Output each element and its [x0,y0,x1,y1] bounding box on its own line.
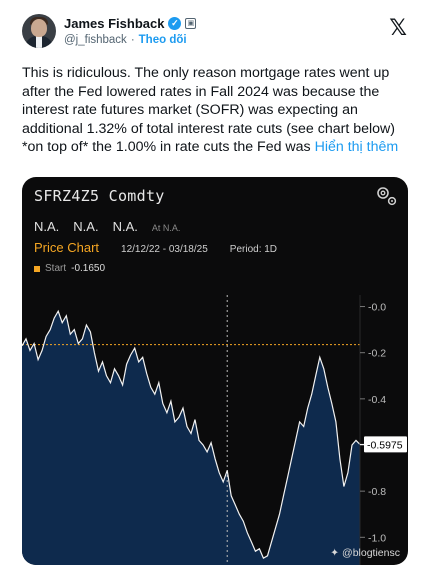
author-handle[interactable]: @j_fishback [64,34,127,46]
y-tick-label: -0.2 [368,348,386,360]
y-tick-label: -0.0 [368,302,386,314]
tweet-media-image[interactable]: SFRZ4Z5 Comdty N.A. N.A. N.A. At N.A. Pr… [22,177,408,565]
quote-values-row: N.A. N.A. N.A. At N.A. [34,219,180,234]
start-value: -0.1650 [71,263,106,274]
y-tick-label: -0.4 [368,394,386,406]
watermark: ✦ @blogtiensc [330,547,400,559]
separator-dot: · [130,34,135,46]
tweet-header: James Fishback ✓ ▣ @j_fishback · Theo dõ… [22,14,411,54]
display-name[interactable]: James Fishback [64,16,165,31]
follow-button[interactable]: Theo dõi [138,34,187,46]
at-label: At N.A. [151,223,181,233]
start-swatch [34,265,40,272]
na-value-1: N.A. [34,219,60,234]
ticker-title: SFRZ4Z5 Comdty [34,187,165,205]
price-line [22,309,361,559]
price-chart-label: Price Chart [34,240,100,255]
watermark-icon: ✦ [330,547,340,559]
handle-row: @j_fishback · Theo dõi [64,34,187,46]
verified-icon: ✓ [168,17,182,30]
watermark-text: @blogtiensc [342,547,400,559]
period-label: Period: 1D [229,244,278,255]
settings-icon [377,187,397,206]
tweet-text: This is ridiculous. The only reason mort… [22,64,414,157]
area-fill [22,311,360,565]
last-value-badge [364,436,407,453]
tweet-body: This is ridiculous. The only reason mort… [22,65,396,156]
show-more-link[interactable]: Hiển thị thêm [314,139,399,156]
last-value-label: -0.5975 [367,439,403,451]
affiliate-icon[interactable]: ▣ [185,18,197,29]
na-value-2: N.A. [73,219,99,234]
avatar[interactable] [22,14,56,48]
date-range: 12/12/22 - 03/18/25 [121,244,208,255]
start-label: Start [45,263,67,274]
author-name-row: James Fishback ✓ ▣ [64,16,197,31]
start-legend: Start -0.1650 [34,263,105,274]
y-tick-label: -0.8 [368,486,386,498]
na-value-3: N.A. [112,219,138,234]
price-chart: -0.0-0.2-0.4-0.6-0.8-1.0-0.5975 [22,295,407,565]
y-tick-label: -1.0 [368,532,386,544]
price-chart-row: Price Chart 12/12/22 - 03/18/25 Period: … [34,240,277,255]
x-logo-icon[interactable]: 𝕏 [389,16,407,41]
